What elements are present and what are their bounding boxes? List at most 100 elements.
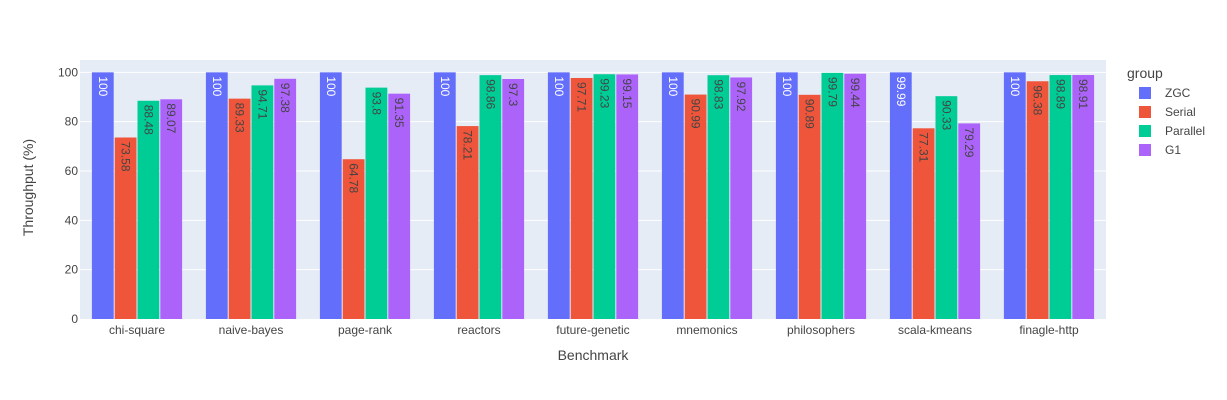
bar-value-label: 98.86	[483, 79, 497, 109]
bar-g1[interactable]	[844, 73, 867, 320]
bar-value-label: 77.31	[917, 132, 931, 162]
bar-value-label: 89.07	[164, 103, 178, 133]
x-tick-label: reactors	[457, 323, 500, 337]
bar-value-label: 100	[552, 76, 566, 96]
y-axis-title: Throughput (%)	[20, 139, 36, 236]
x-tick-label: page-rank	[338, 323, 393, 337]
bar-value-label: 89.33	[233, 103, 247, 133]
bar-serial[interactable]	[114, 137, 137, 319]
y-tick-label: 40	[65, 213, 79, 227]
bar-value-label: 99.99	[894, 76, 908, 106]
bar-value-label: 88.48	[141, 105, 155, 135]
bar-value-label: 97.38	[278, 83, 292, 113]
bar-value-label: 97.71	[575, 82, 589, 112]
x-axis-ticks: chi-square naive-bayes page-rank reactors fu…	[109, 323, 1079, 337]
bars	[91, 72, 1095, 320]
bar-zgc[interactable]	[205, 72, 228, 319]
x-tick-label: future-genetic	[556, 323, 629, 337]
legend-swatch	[1139, 125, 1151, 137]
y-tick-label: 0	[71, 312, 78, 326]
legend-label: ZGC	[1165, 86, 1191, 100]
bar-value-label: 78.21	[461, 130, 475, 160]
bar-zgc[interactable]	[661, 72, 684, 319]
bar-value-label: 100	[780, 76, 794, 96]
bar-serial[interactable]	[912, 128, 935, 319]
bar-parallel[interactable]	[251, 85, 274, 319]
bar-parallel[interactable]	[365, 87, 388, 319]
legend-swatch	[1139, 144, 1151, 156]
bar-value-label: 100	[666, 76, 680, 96]
x-tick-label: philosophers	[787, 323, 855, 337]
bar-g1[interactable]	[274, 78, 297, 320]
bar-parallel[interactable]	[707, 75, 730, 319]
bar-value-label: 100	[324, 76, 338, 96]
legend-title: group	[1127, 65, 1163, 81]
bar-serial[interactable]	[684, 94, 707, 319]
legend-label: G1	[1165, 143, 1181, 157]
legend-swatch	[1139, 106, 1151, 118]
bar-parallel[interactable]	[821, 72, 844, 319]
bar-serial[interactable]	[342, 159, 365, 319]
bar-g1[interactable]	[502, 78, 525, 319]
bar-parallel[interactable]	[479, 75, 502, 320]
x-axis-title: Benchmark	[558, 347, 630, 363]
bar-zgc[interactable]	[547, 72, 570, 319]
x-tick-label: finagle-http	[1019, 323, 1079, 337]
bar-zgc[interactable]	[1003, 72, 1026, 319]
bar-zgc[interactable]	[889, 72, 912, 319]
bar-parallel[interactable]	[593, 74, 616, 319]
bar-value-label: 100	[438, 76, 452, 96]
bar-g1[interactable]	[1072, 75, 1095, 319]
bar-value-label: 64.78	[347, 163, 361, 193]
bar-value-label: 100	[1008, 76, 1022, 96]
y-tick-label: 80	[65, 115, 79, 129]
legend-item-parallel[interactable]: Parallel	[1139, 124, 1205, 138]
bar-serial[interactable]	[228, 98, 251, 319]
bar-value-label: 91.35	[392, 98, 406, 128]
bar-value-label: 97.3	[506, 83, 520, 107]
bar-value-label: 73.58	[119, 142, 133, 172]
bar-value-label: 98.91	[1076, 79, 1090, 109]
x-tick-label: naive-bayes	[219, 323, 284, 337]
y-tick-label: 60	[65, 164, 79, 178]
bar-value-label: 94.71	[255, 89, 269, 119]
bar-serial[interactable]	[570, 77, 593, 320]
bar-labels: 100 73.58 88.48 89.07 100 89.33 94.71 97.38 100 6…	[96, 76, 1090, 193]
gridlines	[80, 71, 1106, 271]
bar-g1[interactable]	[958, 123, 981, 319]
legend[interactable]: group ZGC Serial Parallel G1	[1127, 65, 1205, 157]
bar-parallel[interactable]	[935, 96, 958, 319]
bar-value-label: 90.33	[939, 100, 953, 130]
legend-item-zgc[interactable]: ZGC	[1139, 86, 1191, 100]
bar-value-label: 79.29	[962, 127, 976, 157]
bar-g1[interactable]	[388, 93, 411, 319]
bar-zgc[interactable]	[433, 72, 456, 319]
bar-zgc[interactable]	[775, 72, 798, 319]
bar-parallel[interactable]	[137, 100, 160, 320]
bar-value-label: 100	[210, 76, 224, 96]
bar-value-label: 90.99	[689, 99, 703, 129]
bar-value-label: 98.83	[711, 79, 725, 109]
bar-value-label: 98.89	[1053, 79, 1067, 109]
bar-zgc[interactable]	[91, 72, 114, 319]
bar-value-label: 99.15	[620, 78, 634, 108]
bar-value-label: 100	[96, 76, 110, 96]
bar-g1[interactable]	[160, 99, 183, 319]
legend-label: Serial	[1165, 105, 1196, 119]
bar-serial[interactable]	[456, 126, 479, 319]
x-tick-label: mnemonics	[676, 323, 737, 337]
legend-label: Parallel	[1165, 124, 1205, 138]
legend-item-serial[interactable]: Serial	[1139, 105, 1196, 119]
bar-serial[interactable]	[798, 94, 821, 320]
y-tick-label: 100	[58, 65, 78, 79]
x-tick-label: chi-square	[109, 323, 165, 337]
bar-value-label: 99.79	[825, 77, 839, 107]
bar-g1[interactable]	[616, 74, 639, 320]
plot-area	[80, 60, 1106, 319]
bar-zgc[interactable]	[319, 72, 342, 319]
bar-parallel[interactable]	[1049, 75, 1072, 319]
legend-item-g1[interactable]: G1	[1139, 143, 1181, 157]
bar-serial[interactable]	[1026, 81, 1049, 319]
bar-g1[interactable]	[730, 77, 753, 320]
